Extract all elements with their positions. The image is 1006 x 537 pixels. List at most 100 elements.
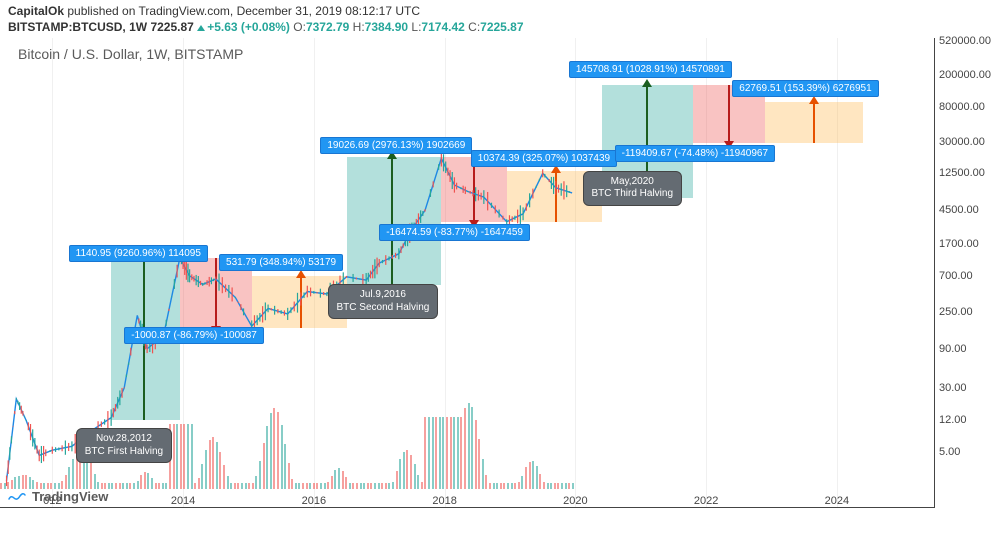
volume-bar (122, 483, 124, 489)
volume-bar (406, 450, 408, 489)
halving-callout: Jul.9,2016BTC Second Halving (328, 284, 439, 319)
volume-bar (374, 483, 376, 489)
volume-bar (356, 483, 358, 489)
volume-bar (446, 417, 448, 489)
volume-bar (4, 483, 6, 489)
volume-bar (11, 480, 13, 489)
volume-bar (342, 471, 344, 489)
volume-bar (471, 407, 473, 489)
volume-bar (539, 474, 541, 489)
y-tick-label: 520000.00 (939, 35, 991, 47)
volume-bar (345, 477, 347, 489)
volume-bar (529, 462, 531, 489)
volume-bar (187, 424, 189, 489)
volume-bar (61, 481, 63, 489)
y-tick-label: 1700.00 (939, 238, 979, 250)
volume-bar (414, 464, 416, 489)
volume-bar (162, 483, 164, 489)
volume-bar (14, 477, 16, 489)
volume-bar (129, 483, 131, 489)
volume-bar (557, 483, 559, 489)
volume-bar (432, 417, 434, 489)
volume-bar (18, 476, 20, 489)
y-tick-label: 12500.00 (939, 167, 985, 179)
published-on: published on TradingView.com, (64, 4, 237, 18)
volume-bar (399, 459, 401, 489)
volume-bar (460, 417, 462, 489)
volume-bar (277, 412, 279, 489)
gridline (52, 38, 53, 507)
volume-bar (32, 480, 34, 489)
volume-bar (478, 439, 480, 489)
measure-label: -119409.67 (-74.48%) -11940967 (615, 145, 775, 162)
author-name: CapitalOk (8, 4, 64, 18)
volume-bar (500, 483, 502, 489)
x-axis: 012201420162018202020222024 (0, 491, 935, 509)
volume-bar (209, 440, 211, 489)
volume-bar (259, 461, 261, 489)
y-tick-label: 90.00 (939, 343, 967, 355)
y-tick-label: 200000.00 (939, 69, 991, 81)
volume-bar (94, 474, 96, 489)
volume-bar (352, 483, 354, 489)
volume-bar (507, 483, 509, 489)
footer-brand-text: TradingView (32, 489, 108, 504)
volume-bar (561, 483, 563, 489)
volume-bar (216, 442, 218, 489)
volume-bar (370, 483, 372, 489)
gridline (445, 38, 446, 507)
volume-bar (572, 483, 574, 489)
volume-bar (435, 417, 437, 489)
volume-bar (568, 483, 570, 489)
volume-bar (288, 463, 290, 489)
x-tick-label: 2022 (694, 495, 718, 507)
x-tick-label: 2018 (432, 495, 456, 507)
y-tick-label: 12.00 (939, 414, 967, 426)
volume-bar (468, 403, 470, 489)
volume-bar (176, 424, 178, 489)
volume-bar (424, 417, 426, 489)
h-label: H: (353, 20, 365, 34)
measure-arrow (215, 258, 217, 328)
volume-bar (281, 425, 283, 489)
volume-bar (532, 461, 534, 489)
o-value: 7372.79 (306, 20, 349, 34)
volume-bar (230, 483, 232, 489)
y-axis: 520000.00200000.0080000.0030000.0012500.… (935, 38, 1006, 508)
measure-label: -16474.59 (-83.77%) -1647459 (379, 224, 530, 241)
volume-bar (327, 482, 329, 489)
footer-brand: TradingView (8, 489, 108, 504)
volume-bar (151, 478, 153, 489)
l-value: 7174.42 (421, 20, 464, 34)
volume-bar (565, 483, 567, 489)
c-label: C: (468, 20, 480, 34)
plot-region[interactable]: 1140.95 (9260.96%) 114095-1000.87 (-86.7… (0, 38, 935, 508)
volume-bar (245, 483, 247, 489)
chart-area[interactable]: Bitcoin / U.S. Dollar, 1W, BITSTAMP 1140… (0, 38, 1006, 508)
highlight-zone (347, 157, 442, 285)
volume-bar (511, 483, 513, 489)
measure-label: 10374.39 (325.07%) 1037439 (471, 150, 617, 167)
volume-bar (237, 483, 239, 489)
volume-bar (316, 483, 318, 489)
volume-bar (378, 483, 380, 489)
h-value: 7384.90 (365, 20, 408, 34)
volume-bar (464, 408, 466, 489)
volume-bar (198, 478, 200, 489)
volume-bar (482, 459, 484, 489)
volume-bar (521, 476, 523, 489)
measure-arrow (555, 171, 557, 223)
volume-bar (331, 476, 333, 489)
volume-bar (514, 483, 516, 489)
volume-bar (536, 466, 538, 489)
y-tick-label: 700.00 (939, 270, 973, 282)
change-text: +5.63 (+0.08%) (207, 20, 290, 34)
volume-bar (298, 483, 300, 489)
volume-bar (525, 467, 527, 489)
o-label: O: (293, 20, 306, 34)
callout-line2: BTC First Halving (85, 446, 163, 459)
volume-bar (227, 476, 229, 489)
volume-bar (255, 476, 257, 489)
volume-bar (155, 483, 157, 489)
volume-bar (165, 483, 167, 489)
